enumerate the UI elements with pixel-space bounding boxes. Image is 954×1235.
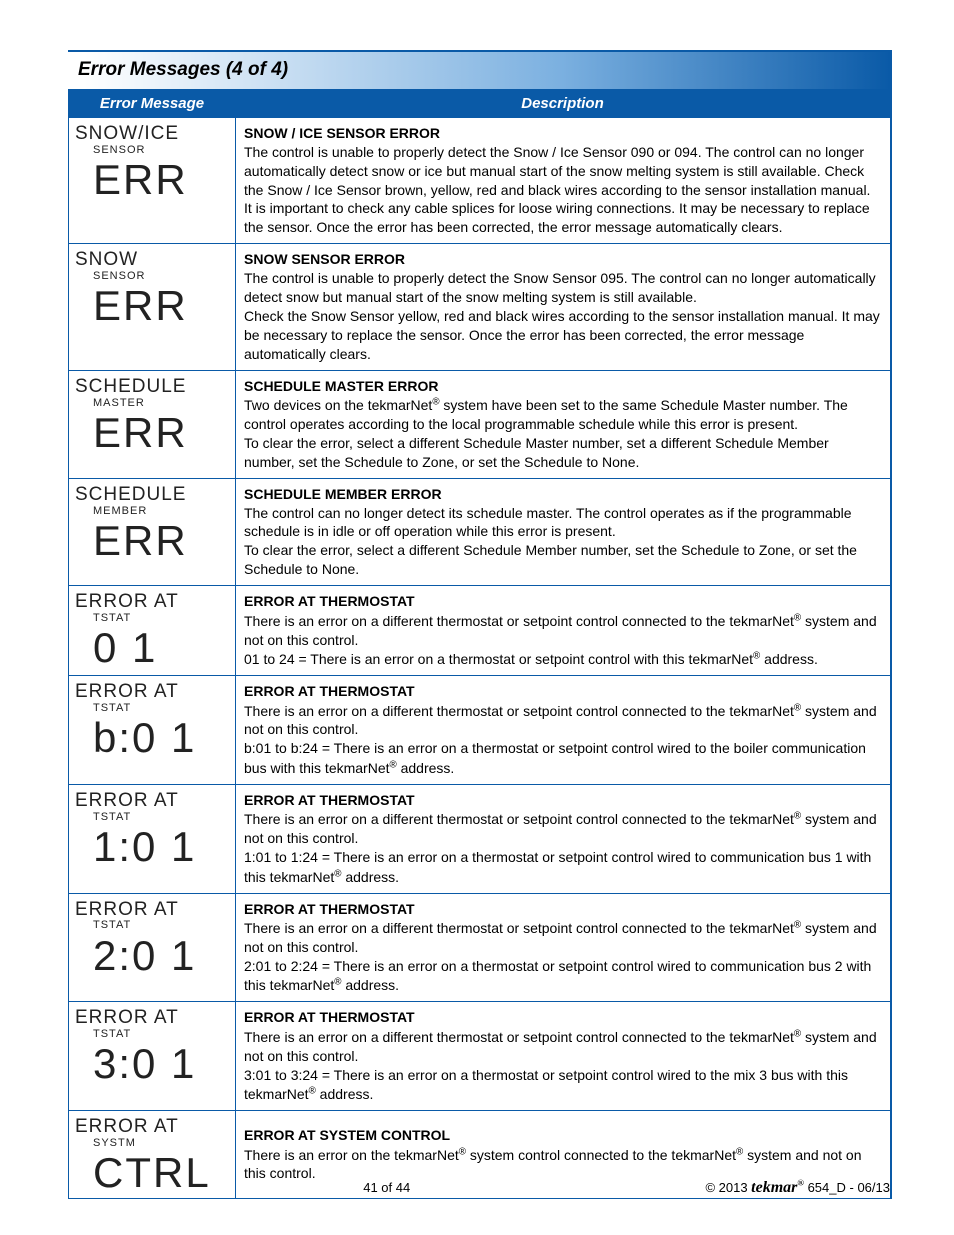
description-cell: ERROR AT THERMOSTAT There is an error on … — [236, 893, 890, 1002]
brand-logo: tekmar® — [751, 1179, 804, 1196]
copyright: © 2013 — [705, 1180, 751, 1195]
lcd-line1: ERROR AT — [75, 592, 231, 612]
section-title: Error Messages (4 of 4) — [68, 52, 890, 90]
lcd-display-cell: SCHEDULEMASTERERR — [69, 370, 236, 478]
lcd-display-cell: ERROR ATTSTAT2:0 1 — [69, 893, 236, 1002]
table-row: SNOW/ICESENSORERRSNOW / ICE SENSOR ERROR… — [69, 117, 890, 243]
description-title: SNOW / ICE SENSOR ERROR — [244, 125, 440, 141]
lcd-line2: TSTAT — [93, 919, 231, 932]
description-cell: SCHEDULE MASTER ERROR Two devices on the … — [236, 370, 890, 478]
description-cell: ERROR AT THERMOSTAT There is an error on … — [236, 586, 890, 676]
lcd-line1: SNOW/ICE — [75, 124, 231, 144]
table-row: ERROR ATTSTATb:0 1 ERROR AT THERMOSTAT The… — [69, 676, 890, 785]
description-title: SCHEDULE MEMBER ERROR — [244, 486, 442, 502]
description-title: ERROR AT SYSTEM CONTROL — [244, 1127, 450, 1143]
lcd-big: ERR — [93, 518, 231, 562]
lcd-line1: ERROR AT — [75, 682, 231, 702]
header-description: Description — [236, 90, 890, 117]
description-body: Two devices on the tekmarNet® system hav… — [244, 397, 848, 470]
lcd-line1: ERROR AT — [75, 900, 231, 920]
description-body: The control can no longer detect its sch… — [244, 505, 857, 578]
lcd-big: ERR — [93, 157, 231, 201]
error-table: Error Message Description SNOW/ICESENSOR… — [68, 90, 890, 1200]
description-body: The control is unable to properly detect… — [244, 144, 870, 236]
lcd-line1: ERROR AT — [75, 1117, 231, 1137]
table-header-row: Error Message Description — [69, 90, 890, 117]
lcd-line1: SCHEDULE — [75, 485, 231, 505]
lcd-display-cell: SCHEDULEMEMBERERR — [69, 478, 236, 585]
description-title: SNOW SENSOR ERROR — [244, 251, 405, 267]
description-body: There is an error on a different thermos… — [244, 811, 877, 884]
table-row: ERROR ATTSTAT1:0 1 ERROR AT THERMOSTAT The… — [69, 784, 890, 893]
description-title: ERROR AT THERMOSTAT — [244, 593, 415, 609]
description-body: There is an error on a different thermos… — [244, 613, 877, 667]
description-title: ERROR AT THERMOSTAT — [244, 792, 415, 808]
doc-id: 654_D - 06/13 — [804, 1180, 890, 1195]
lcd-display-cell: SNOW/ICESENSORERR — [69, 117, 236, 243]
table-row: SNOWSENSORERR SNOW SENSOR ERROR The contro… — [69, 244, 890, 370]
lcd-line2: MASTER — [93, 397, 231, 410]
description-body: There is an error on the tekmarNet® syst… — [244, 1147, 862, 1182]
lcd-line1: SCHEDULE — [75, 377, 231, 397]
lcd-line1: SNOW — [75, 250, 231, 270]
header-error-message: Error Message — [69, 90, 236, 117]
description-cell: SNOW / ICE SENSOR ERROR The control is un… — [236, 117, 890, 243]
lcd-big: 0 1 — [93, 625, 231, 669]
lcd-big: 1:0 1 — [93, 824, 231, 868]
description-body: There is an error on a different thermos… — [244, 703, 877, 776]
footer-right: © 2013 tekmar® 654_D - 06/13 — [705, 1177, 890, 1199]
description-title: ERROR AT THERMOSTAT — [244, 1009, 415, 1025]
table-row: ERROR ATTSTAT0 1 ERROR AT THERMOSTAT There… — [69, 586, 890, 676]
description-body: The control is unable to properly detect… — [244, 270, 880, 362]
lcd-line2: MEMBER — [93, 505, 231, 518]
lcd-big: ERR — [93, 283, 231, 327]
lcd-display-cell: ERROR ATTSTATb:0 1 — [69, 676, 236, 785]
lcd-big: b:0 1 — [93, 715, 231, 759]
lcd-line1: ERROR AT — [75, 791, 231, 811]
description-title: ERROR AT THERMOSTAT — [244, 683, 415, 699]
lcd-display-cell: ERROR ATTSTAT0 1 — [69, 586, 236, 676]
description-cell: SCHEDULE MEMBER ERROR The control can no … — [236, 478, 890, 585]
lcd-big: ERR — [93, 410, 231, 454]
description-body: There is an error on a different thermos… — [244, 920, 877, 993]
description-title: ERROR AT THERMOSTAT — [244, 901, 415, 917]
lcd-line1: ERROR AT — [75, 1008, 231, 1028]
lcd-big: 3:0 1 — [93, 1041, 231, 1085]
table-row: ERROR ATTSTAT2:0 1 ERROR AT THERMOSTAT The… — [69, 893, 890, 1002]
lcd-line2: TSTAT — [93, 811, 231, 824]
lcd-big: 2:0 1 — [93, 933, 231, 977]
description-cell: ERROR AT THERMOSTAT There is an error on … — [236, 676, 890, 785]
description-body: There is an error on a different thermos… — [244, 1029, 877, 1102]
page-footer: 41 of 44 © 2013 tekmar® 654_D - 06/13 — [68, 1177, 890, 1199]
description-title: SCHEDULE MASTER ERROR — [244, 378, 438, 394]
table-row: SCHEDULEMEMBERERR SCHEDULE MEMBER ERROR Th… — [69, 478, 890, 585]
lcd-display-cell: ERROR ATTSTAT3:0 1 — [69, 1002, 236, 1111]
table-row: ERROR ATTSTAT3:0 1 ERROR AT THERMOSTAT The… — [69, 1002, 890, 1111]
table-row: SCHEDULEMASTERERR SCHEDULE MASTER ERROR Tw… — [69, 370, 890, 478]
page-number: 41 of 44 — [363, 1179, 410, 1197]
lcd-display-cell: SNOWSENSORERR — [69, 244, 236, 370]
description-cell: ERROR AT THERMOSTAT There is an error on … — [236, 1002, 890, 1111]
content-frame: Error Messages (4 of 4) Error Message De… — [68, 50, 892, 1199]
lcd-display-cell: ERROR ATTSTAT1:0 1 — [69, 784, 236, 893]
description-cell: ERROR AT THERMOSTAT There is an error on … — [236, 784, 890, 893]
description-cell: SNOW SENSOR ERROR The control is unable t… — [236, 244, 890, 370]
